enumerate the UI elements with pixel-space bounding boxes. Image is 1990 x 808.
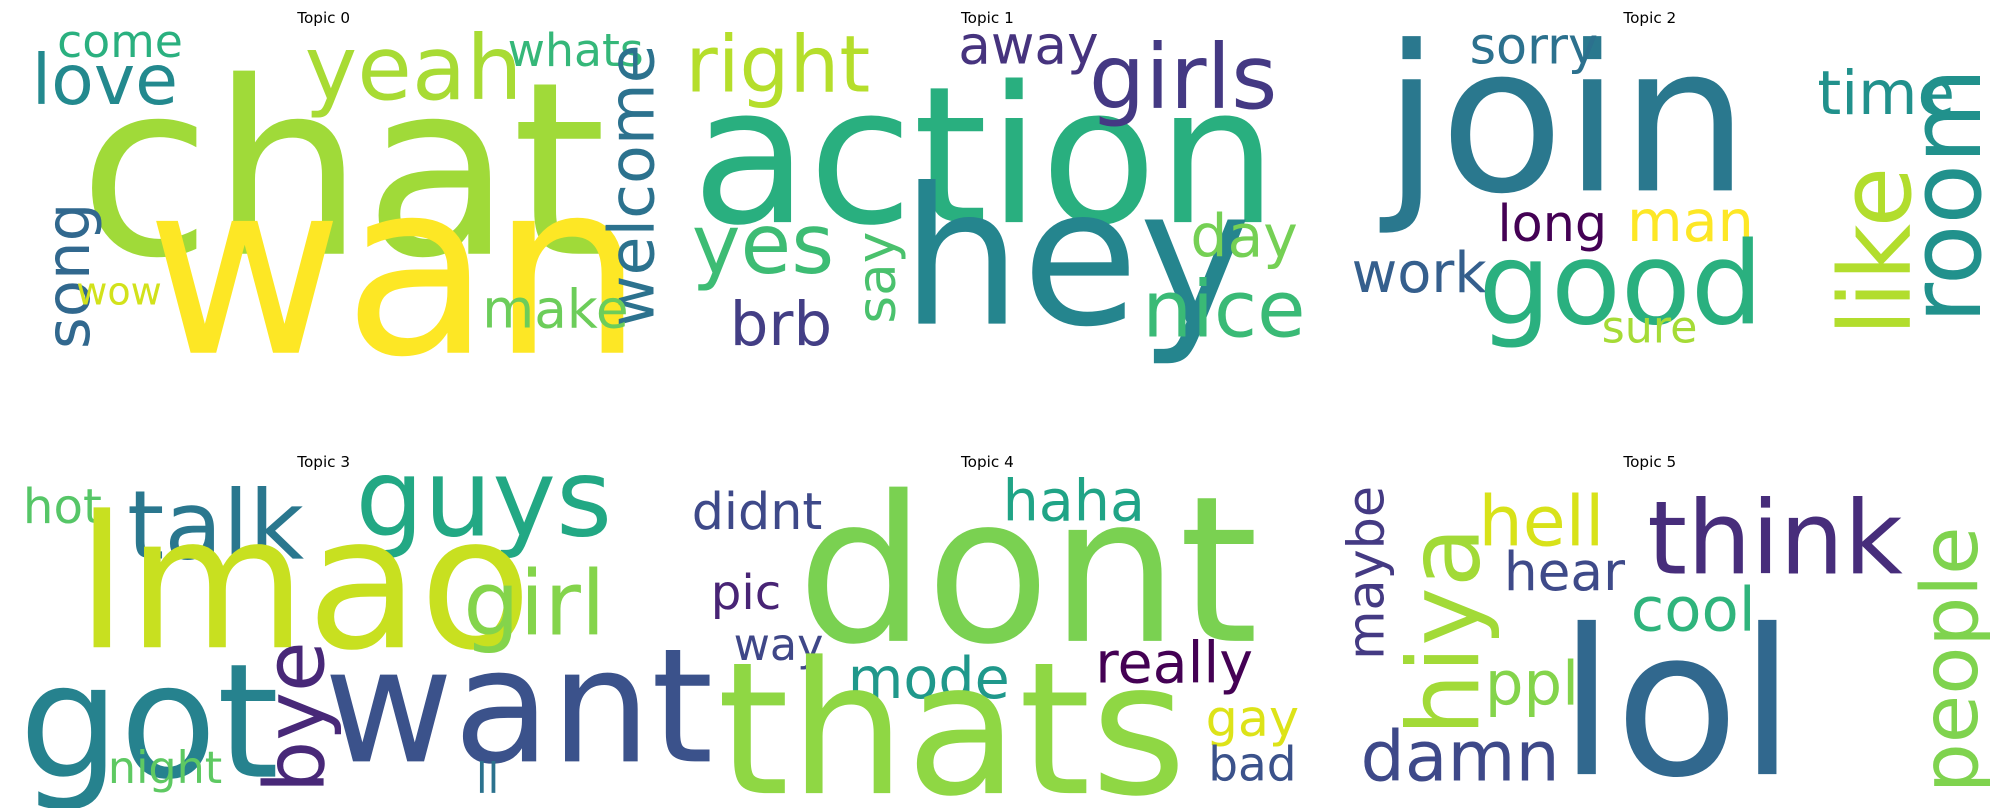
word: bad bbox=[1208, 737, 1296, 792]
word: dont bbox=[797, 453, 1258, 689]
word: way bbox=[734, 620, 824, 671]
word: ll bbox=[476, 754, 499, 803]
word: whats bbox=[508, 24, 644, 77]
word: sure bbox=[1602, 303, 1698, 354]
word: gay bbox=[1206, 689, 1299, 748]
word: action bbox=[692, 45, 1278, 267]
word: pic bbox=[711, 565, 782, 621]
word: time bbox=[1817, 58, 1955, 129]
word: damn bbox=[1360, 716, 1559, 797]
word: wan bbox=[146, 129, 644, 410]
word: brb bbox=[730, 289, 832, 360]
word: hell bbox=[1479, 482, 1605, 563]
word: make bbox=[482, 278, 628, 340]
word: people bbox=[1904, 526, 1990, 793]
word: night bbox=[108, 743, 222, 794]
word: got bbox=[19, 631, 279, 808]
word: say bbox=[846, 232, 908, 324]
word: yes bbox=[692, 197, 835, 293]
word: mode bbox=[848, 646, 1010, 712]
word: didnt bbox=[692, 482, 823, 541]
word: hiya bbox=[1388, 527, 1503, 736]
word: hot bbox=[23, 479, 102, 535]
word: love bbox=[32, 40, 178, 121]
word: welcome bbox=[595, 44, 669, 327]
word: hear bbox=[1504, 541, 1625, 603]
word: maybe bbox=[1336, 486, 1395, 660]
word: chat bbox=[79, 30, 607, 311]
word: long bbox=[1498, 194, 1608, 253]
panel-title: Topic 4 bbox=[960, 453, 1014, 471]
word: work bbox=[1352, 241, 1488, 306]
word: good bbox=[1479, 218, 1764, 351]
word: think bbox=[1647, 480, 1903, 598]
word: nice bbox=[1142, 263, 1305, 355]
panel-title: Topic 3 bbox=[296, 453, 350, 471]
word: lol bbox=[1558, 586, 1795, 808]
word: thats bbox=[717, 623, 1187, 808]
word: right bbox=[685, 18, 870, 110]
word: wow bbox=[76, 270, 162, 314]
word: like bbox=[1819, 167, 1934, 337]
word: girls bbox=[1089, 26, 1278, 129]
word: talk bbox=[127, 471, 304, 581]
word: really bbox=[1095, 631, 1253, 697]
word: come bbox=[57, 15, 183, 68]
word: girl bbox=[463, 553, 605, 656]
word: haha bbox=[1003, 468, 1145, 534]
word: song bbox=[33, 203, 104, 349]
panel-title: Topic 5 bbox=[1622, 453, 1676, 471]
word: sorry bbox=[1470, 16, 1598, 75]
word: man bbox=[1627, 189, 1754, 255]
word: day bbox=[1190, 202, 1297, 270]
word: away bbox=[958, 14, 1098, 76]
word: guys bbox=[355, 437, 612, 562]
word: room bbox=[1889, 68, 1990, 324]
word: yeah bbox=[305, 17, 523, 120]
word: ppl bbox=[1485, 648, 1579, 719]
panel-title: Topic 0 bbox=[296, 9, 350, 27]
word: join bbox=[1379, 2, 1749, 238]
word: cool bbox=[1631, 575, 1756, 646]
word: lmao bbox=[76, 477, 532, 691]
word: bye bbox=[248, 641, 344, 793]
panel-title: Topic 1 bbox=[960, 9, 1014, 27]
word: hey bbox=[901, 147, 1251, 369]
word: want bbox=[324, 615, 714, 799]
panel-title: Topic 2 bbox=[1622, 9, 1676, 27]
